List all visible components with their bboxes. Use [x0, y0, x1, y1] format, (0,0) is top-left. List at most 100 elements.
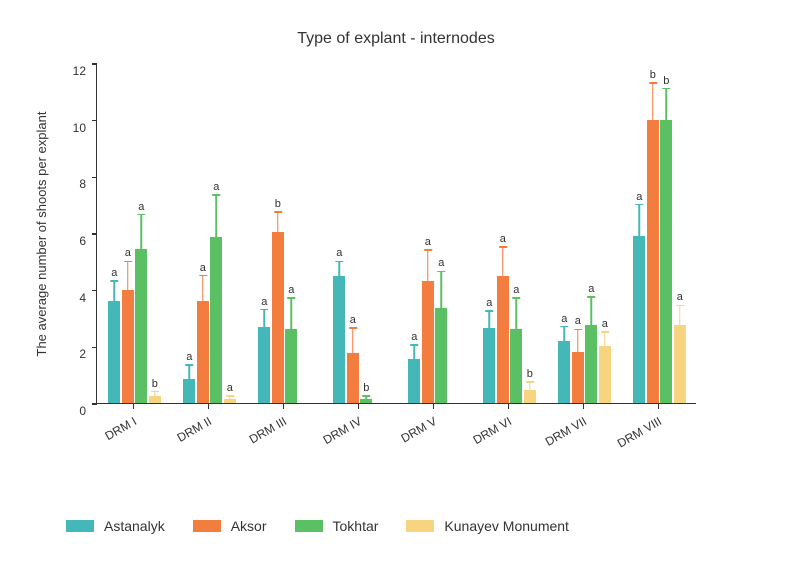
error-bar	[591, 297, 593, 325]
x-tick-mark	[433, 404, 435, 409]
significance-label: b	[152, 378, 158, 390]
significance-label: a	[588, 283, 594, 295]
significance-label: a	[261, 296, 267, 308]
legend-label: Tokhtar	[333, 518, 379, 534]
significance-label: a	[486, 297, 492, 309]
legend-item: Astanalyk	[66, 518, 165, 534]
significance-label: a	[425, 236, 431, 248]
legend-swatch	[66, 520, 94, 532]
significance-label: a	[561, 313, 567, 325]
bar: a	[122, 290, 134, 403]
bar: a	[108, 301, 120, 403]
x-tick-label: DRM V	[398, 414, 438, 445]
plot-area: aaabaaaaabaaabaaaaaabaaaaabba	[96, 64, 696, 404]
legend-item: Tokhtar	[295, 518, 379, 534]
error-bar	[352, 328, 354, 354]
significance-label: b	[363, 382, 369, 394]
chart-title: Type of explant - internodes	[96, 30, 696, 48]
significance-label: b	[527, 368, 533, 380]
significance-label: a	[138, 201, 144, 213]
bar: a	[435, 308, 447, 403]
bar: a	[585, 325, 597, 403]
significance-label: a	[438, 257, 444, 269]
significance-label: a	[200, 262, 206, 274]
bar: a	[347, 353, 359, 403]
significance-label: a	[575, 315, 581, 327]
legend-label: Astanalyk	[104, 518, 165, 534]
legend-label: Kunayev Monument	[444, 518, 569, 534]
error-bar	[652, 83, 654, 120]
y-tick-mark	[92, 233, 97, 235]
bar: a	[408, 359, 420, 403]
legend-item: Aksor	[193, 518, 267, 534]
y-tick-label: 0	[79, 404, 86, 418]
legend-swatch	[295, 520, 323, 532]
significance-label: a	[213, 181, 219, 193]
y-ticks: 024681012	[0, 64, 96, 404]
y-tick-label: 6	[79, 234, 86, 248]
error-bar	[127, 261, 129, 289]
significance-label: a	[111, 267, 117, 279]
bar: a	[558, 341, 570, 403]
legend-label: Aksor	[231, 518, 267, 534]
x-tick-mark	[358, 404, 360, 409]
error-bar	[516, 298, 518, 329]
significance-label: a	[677, 291, 683, 303]
error-bar	[639, 205, 641, 236]
significance-label: a	[288, 284, 294, 296]
legend: Astanalyk Aksor Tokhtar Kunayev Monument	[66, 518, 569, 534]
error-bar	[441, 271, 443, 308]
x-tick-label: DRM VII	[542, 414, 588, 449]
y-tick-label: 8	[79, 177, 86, 191]
bar: a	[197, 301, 209, 403]
legend-item: Kunayev Monument	[406, 518, 569, 534]
significance-label: b	[650, 69, 656, 81]
legend-swatch	[406, 520, 434, 532]
bar: a	[674, 325, 686, 403]
significance-label: a	[336, 247, 342, 259]
error-bar	[141, 215, 143, 249]
x-tick-label: DRM I	[102, 414, 138, 443]
bar: a	[285, 329, 297, 403]
error-bar	[291, 298, 293, 329]
significance-label: a	[513, 284, 519, 296]
error-bar	[679, 305, 681, 325]
error-bar	[666, 89, 668, 120]
error-bar	[202, 276, 204, 302]
y-tick-label: 2	[79, 347, 86, 361]
significance-label: a	[186, 351, 192, 363]
error-bar	[427, 250, 429, 281]
error-bar	[114, 281, 116, 301]
legend-swatch	[193, 520, 221, 532]
significance-label: b	[663, 75, 669, 87]
error-bar	[277, 212, 279, 232]
bar: a	[258, 327, 270, 404]
y-tick-mark	[92, 63, 97, 65]
error-bar	[229, 396, 231, 399]
bar: a	[633, 236, 645, 403]
bar: b	[647, 120, 659, 403]
y-tick-mark	[92, 177, 97, 179]
bar: a	[333, 276, 345, 404]
x-tick-mark	[283, 404, 285, 409]
bar: a	[422, 281, 434, 403]
error-bar	[414, 345, 416, 359]
bar: a	[599, 346, 611, 403]
bar: a	[210, 237, 222, 403]
error-bar	[529, 382, 531, 391]
bar: a	[510, 329, 522, 403]
error-bar	[264, 310, 266, 327]
error-bar	[564, 327, 566, 341]
x-tick-mark	[133, 404, 135, 409]
x-tick-label: DRM IV	[320, 414, 363, 447]
bar: b	[272, 232, 284, 403]
bar: a	[572, 352, 584, 403]
bar: b	[524, 390, 536, 403]
significance-label: a	[500, 233, 506, 245]
error-bar	[489, 311, 491, 328]
bar: b	[660, 120, 672, 403]
y-tick-mark	[92, 290, 97, 292]
error-bar	[366, 396, 368, 399]
x-tick-mark	[658, 404, 660, 409]
y-tick-mark	[92, 347, 97, 349]
